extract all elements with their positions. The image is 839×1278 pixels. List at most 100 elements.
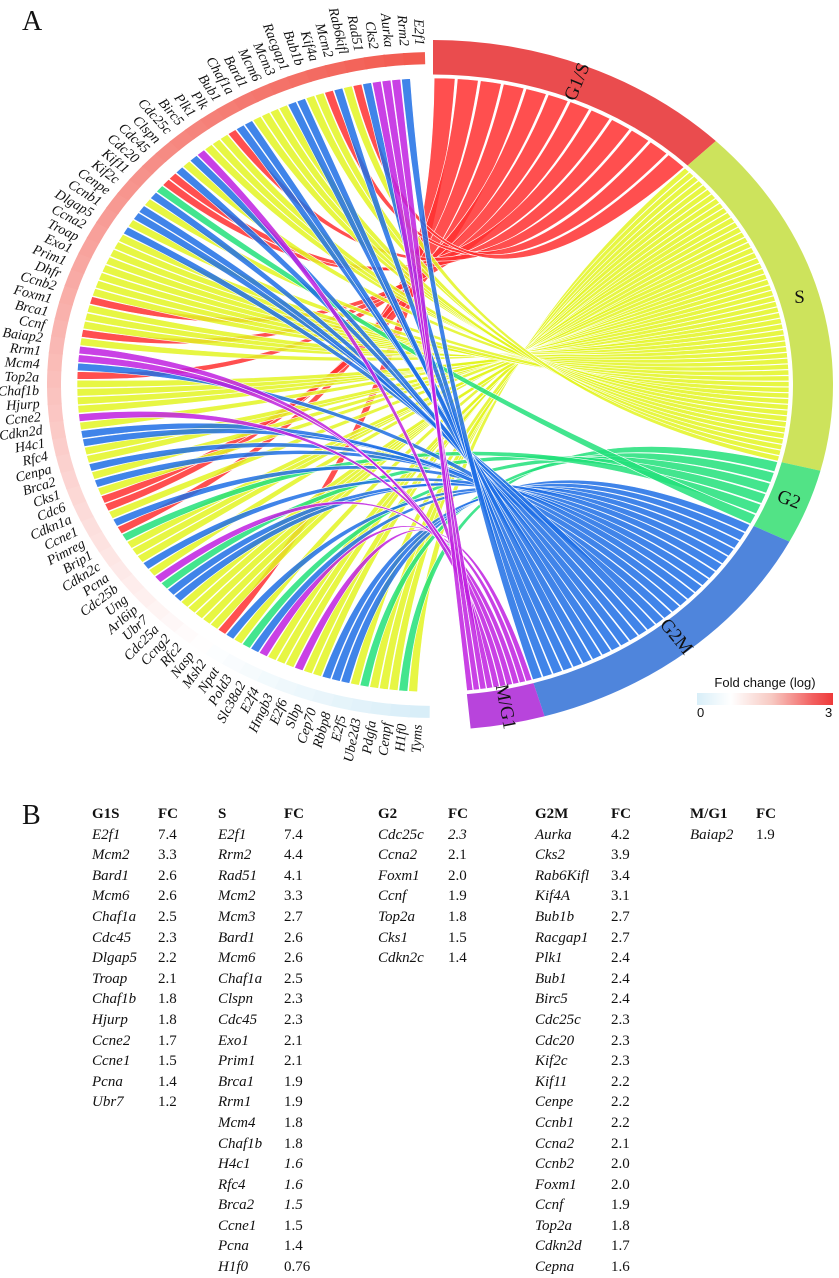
gene-label: Rrm1 — [8, 341, 41, 359]
table-row: Cks2 3.9 — [535, 845, 651, 866]
gene-ring-segment — [51, 317, 69, 339]
table-row: H4c1 1.6 — [218, 1154, 324, 1175]
gene-name: Rab6Kifl — [535, 867, 590, 884]
gene-name: Troap — [92, 970, 128, 987]
table-row: Troap 2.1 — [92, 969, 198, 990]
gene-label: Rfc4 — [20, 449, 49, 469]
gene-ring-segment — [203, 643, 230, 664]
chord-ribbon — [156, 185, 757, 525]
chord-ribbon — [305, 95, 783, 451]
gene-ring-segment — [47, 368, 62, 388]
fold-change-value: 1.8 — [158, 1011, 177, 1028]
gene-ring-segment — [48, 334, 66, 355]
chord-ribbon — [276, 202, 724, 665]
fold-change-value: 3.1 — [611, 888, 630, 905]
table-row: Mcm4 1.8 — [218, 1113, 324, 1134]
gene-label: Tyms — [410, 724, 426, 754]
gene-name: Mcm2 — [218, 888, 256, 905]
fold-change-value: 2.3 — [158, 929, 177, 946]
table-row: Ccnf 1.9 — [378, 886, 488, 907]
table-header: G2M FC — [535, 804, 651, 825]
fold-change-value: 0.76 — [284, 1259, 311, 1276]
gene-name: Cks1 — [378, 929, 408, 946]
gene-ring-segment — [363, 54, 387, 70]
gene-ring-segment — [309, 689, 335, 707]
gene-name: Prim1 — [218, 1053, 256, 1070]
phase-arc-mg1 — [466, 683, 545, 729]
gene-name: Birc5 — [535, 991, 568, 1008]
chord-ribbon — [194, 226, 742, 620]
table-row: Plk1 2.4 — [535, 948, 651, 969]
table-row: Aurka 4.2 — [535, 825, 651, 846]
gene-ring-segment — [250, 83, 277, 103]
gene-name: Exo1 — [218, 1032, 249, 1049]
gene-label: Aurka — [377, 12, 396, 49]
gene-label: Cdkn2d — [0, 423, 45, 444]
gene-ring-segment — [65, 484, 87, 506]
gene-name: Clspn — [218, 991, 254, 1008]
fold-change-value: 2.3 — [611, 1053, 630, 1070]
gene-ring-segment — [119, 572, 145, 595]
gene-name: Ubr7 — [92, 1094, 124, 1111]
gene-name: Chaf1a — [92, 908, 137, 925]
gene-name: Mcm6 — [92, 888, 130, 905]
table-row: Baiap2 1.9 — [690, 825, 796, 846]
gene-name: Top2a — [535, 1217, 572, 1234]
table-row: Hjurp 1.8 — [92, 1010, 198, 1031]
gene-name: Bard1 — [218, 929, 255, 946]
fold-change-value: 2.6 — [158, 888, 177, 905]
table-row: Racgap1 2.7 — [535, 928, 651, 949]
gene-name: Mcm6 — [218, 950, 256, 967]
table-row: Kif2c 2.3 — [535, 1051, 651, 1072]
gene-name: Kif2c — [535, 1053, 568, 1070]
gene-ring-segment — [47, 351, 63, 372]
chord-ribbon — [371, 80, 487, 690]
gene-ring-segment — [47, 386, 62, 406]
phase-ring — [433, 40, 834, 729]
gene-ring-segment — [51, 435, 70, 457]
table-header: M/G1 FC — [690, 804, 796, 825]
gene-name: Pcna — [92, 1073, 123, 1090]
chord-ribbon — [88, 442, 688, 607]
table-row: Ubr7 1.2 — [92, 1092, 198, 1113]
table-row: Rrm1 1.9 — [218, 1092, 324, 1113]
gene-ring-segment — [54, 300, 74, 322]
chord-ribbon — [381, 79, 480, 691]
chord-ribbon — [398, 446, 779, 692]
table-mg1: M/G1 FC Baiap2 1.9 — [690, 804, 796, 845]
chord-ribbon — [294, 529, 533, 682]
chord-ribbon — [261, 111, 786, 434]
gene-name: Bub1b — [535, 908, 575, 925]
table-row: Exo1 2.1 — [218, 1031, 324, 1052]
fold-change-value: 4.1 — [284, 867, 303, 884]
table-row: Bub1b 2.7 — [535, 907, 651, 928]
fold-change-value: 1.9 — [448, 888, 467, 905]
table-row: Cdkn2d 1.7 — [535, 1236, 651, 1257]
fold-change-value: 2.6 — [284, 929, 303, 946]
fold-change-value: 2.5 — [284, 970, 303, 987]
chord-ribbon — [142, 477, 710, 586]
header-fc: FC — [448, 806, 468, 822]
gene-ring-segment — [291, 683, 317, 702]
chord-ribbon — [78, 411, 513, 686]
header-phase: G2M — [535, 806, 569, 822]
chord-ribbon — [196, 149, 494, 689]
table-row: Cdc45 2.3 — [92, 928, 198, 949]
table-row: Clspn 2.3 — [218, 989, 324, 1010]
chord-ribbon — [321, 486, 741, 680]
gene-name: Aurka — [535, 826, 572, 843]
fold-change-value: 2.1 — [611, 1135, 630, 1152]
gene-name: H1f0 — [218, 1259, 248, 1276]
table-row: Pcna 1.4 — [218, 1236, 324, 1257]
gene-label: Brca1 — [13, 298, 49, 320]
legend-colorbar — [697, 693, 833, 705]
table-header: S FC — [218, 804, 324, 825]
fold-change-value: 1.8 — [284, 1135, 303, 1152]
fold-change-value: 2.5 — [158, 908, 177, 925]
gene-name: Cdc45 — [218, 1011, 258, 1028]
fold-change-value: 3.4 — [611, 867, 630, 884]
fold-change-value: 2.2 — [611, 1114, 630, 1131]
gene-name: E2f1 — [218, 826, 247, 843]
fold-change-value: 4.2 — [611, 826, 630, 843]
gene-ring-segment — [324, 60, 349, 78]
